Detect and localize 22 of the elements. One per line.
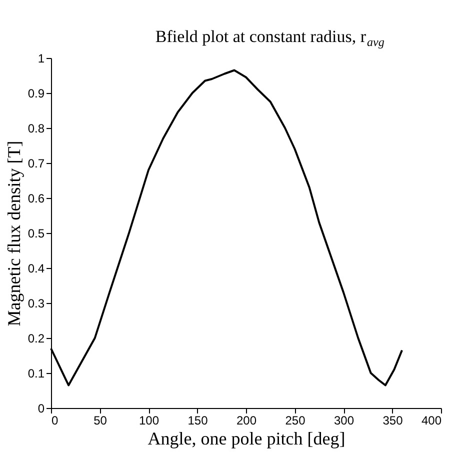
y-tick-label: 0.8 [28,122,45,136]
y-tick-label: 1 [38,52,45,66]
x-tick-label: 100 [138,414,160,428]
y-tick-label: 0.4 [28,262,45,276]
x-tick-label: 300 [334,414,354,428]
x-tick-label: 200 [236,414,257,428]
x-tick-label: 150 [188,414,208,428]
y-tick-label: 0.6 [28,192,45,206]
x-tick-label: 350 [382,414,404,428]
y-tick-label: 0.5 [28,226,45,240]
x-tick-label: 0 [52,414,58,428]
y-tick-label: 0.2 [28,332,45,346]
x-tick-label: 250 [285,414,306,428]
y-tick-label: 0 [38,402,45,416]
x-tick-label: 50 [94,414,108,428]
y-tick-label: 0.7 [28,156,45,170]
y-tick-label: 0.9 [28,86,45,100]
y-axis-title: Magnetic flux density [T] [4,140,24,326]
x-axis-title: Angle, one pole pitch [deg] [148,428,346,448]
x-tick-label: 400 [421,414,442,428]
y-tick-label: 0.3 [28,296,45,310]
y-tick-label: 0.1 [28,366,45,380]
